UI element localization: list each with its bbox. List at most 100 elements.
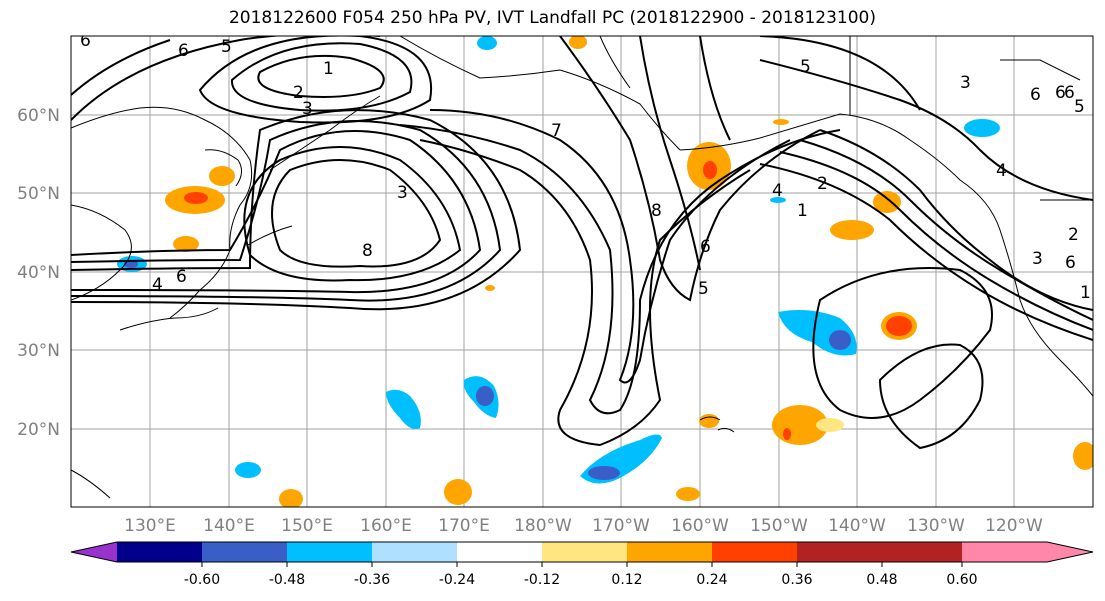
contour-label: 8: [362, 241, 373, 261]
colorbar-tick-label: -0.36: [354, 572, 390, 588]
contour-label: 6: [1065, 253, 1076, 273]
contour-label: 6: [176, 267, 187, 287]
contour-label: 5: [221, 37, 232, 57]
contour-label: 1: [797, 201, 808, 221]
ivt-positive-blob: [699, 414, 719, 428]
colorbar-tick-label: -0.24: [439, 572, 475, 588]
lat-label: 50°N: [17, 184, 60, 204]
ivt-positive-core: [886, 316, 912, 336]
ivt-positive-core: [783, 428, 791, 440]
lon-label: 170°E: [438, 516, 490, 536]
contour-label: 2: [293, 83, 304, 103]
ivt-negative-core: [588, 466, 620, 480]
ivt-positive-blob: [279, 489, 303, 507]
ivt-positive-blob: [569, 36, 587, 49]
lon-label: 170°W: [592, 516, 650, 536]
contour-label: 3: [960, 73, 971, 93]
ivt-negative-blob: [477, 36, 497, 50]
colorbar-segment: [372, 542, 457, 562]
contour-label: 6: [1064, 83, 1075, 103]
lat-label: 40°N: [17, 263, 60, 283]
contour-label: 6: [1030, 85, 1041, 105]
contour-label: 4: [772, 181, 783, 201]
colorbar-tick-label: -0.12: [524, 572, 560, 588]
ivt-shading: [117, 36, 1093, 507]
lon-label: 150°E: [281, 516, 333, 536]
lon-label: 160°W: [671, 516, 729, 536]
colorbar-segment: [797, 542, 882, 562]
lon-labels: 130°E 140°E 150°E 160°E 170°E 180°W 170°…: [124, 516, 1043, 536]
colorbar-segment: [287, 542, 372, 562]
colorbar-segment: [627, 542, 712, 562]
coastlines: [71, 36, 1093, 499]
ivt-positive-blob: [173, 236, 199, 252]
contour-label: 4: [996, 161, 1007, 181]
contour-label: 7: [551, 121, 562, 141]
ivt-positive-blob: [444, 479, 472, 505]
ivt-positive-blob: [873, 191, 901, 213]
map-frame: [70, 35, 1094, 508]
contour-label: 5: [1074, 97, 1085, 117]
lon-label: 140°W: [828, 516, 886, 536]
contour-label: 6: [80, 31, 91, 51]
map-title: 2018122600 F054 250 hPa PV, IVT Landfall…: [228, 8, 876, 28]
colorbar-tick-label: -0.60: [184, 572, 220, 588]
contour-label: 1: [323, 59, 334, 79]
ivt-negative-core: [124, 260, 138, 268]
contour-label: 8: [651, 201, 662, 221]
ivt-negative-blob: [235, 462, 261, 478]
ivt-negative-blob: [770, 197, 786, 203]
contour-label: 6: [1055, 83, 1066, 103]
ivt-positive-blob: [485, 285, 495, 291]
colorbar-tick-label: 0.24: [696, 572, 727, 588]
contour-label: 5: [800, 57, 811, 77]
colorbar-extend-low: [71, 542, 117, 562]
contour-label: 6: [178, 41, 189, 61]
lon-label: 140°E: [203, 516, 255, 536]
lon-label: 120°W: [985, 516, 1043, 536]
ivt-positive-core: [184, 192, 208, 204]
lat-label: 20°N: [17, 420, 60, 440]
colorbar-tick-label: 0.48: [866, 572, 897, 588]
ivt-positive-core: [703, 161, 717, 179]
colorbar-tick-label: 0.60: [946, 572, 977, 588]
lat-label: 60°N: [17, 106, 60, 126]
ivt-negative-blob: [386, 389, 421, 429]
ivt-positive-blob: [209, 166, 235, 186]
colorbar-tick-label: 0.36: [781, 572, 812, 588]
colorbar-segment: [117, 542, 202, 562]
contour-label: 3: [1032, 249, 1043, 269]
lon-label: 150°W: [750, 516, 808, 536]
contour-label: 1: [1080, 283, 1091, 303]
ivt-positive-blob: [676, 487, 700, 501]
colorbar-tick-label: 0.12: [611, 572, 642, 588]
contour-labels: 1 2 3 5 6 6 5 1 2 3 4 5 6 7 8 8 3 4 6 1 …: [80, 31, 1091, 303]
contour-label: 2: [1068, 225, 1079, 245]
colorbar-segment: [457, 542, 542, 562]
lon-label: 130°E: [124, 516, 176, 536]
colorbar-segment: [202, 542, 287, 562]
ivt-positive-blob: [773, 119, 789, 125]
lon-label: 180°W: [514, 516, 572, 536]
pv-contours: [71, 36, 1093, 450]
colorbar-extend-high: [962, 542, 1093, 562]
contour-label: 3: [302, 99, 313, 119]
ivt-positive-blob: [816, 418, 844, 432]
colorbar-segment: [542, 542, 627, 562]
lon-label: 130°W: [907, 516, 965, 536]
ivt-negative-blob: [964, 119, 1000, 137]
contour-label: 4: [152, 275, 163, 295]
lon-label: 160°E: [360, 516, 412, 536]
colorbar-segment: [712, 542, 797, 562]
colorbar: -0.60 -0.48 -0.36 -0.24 -0.12 0.12 0.24 …: [70, 541, 1094, 588]
lat-labels: 60°N 50°N 40°N 30°N 20°N: [17, 106, 60, 440]
colorbar-tick-label: -0.48: [269, 572, 305, 588]
ivt-positive-blob: [830, 220, 874, 240]
contour-label: 2: [817, 174, 828, 194]
contour-label: 6: [700, 237, 711, 257]
contour-label: 5: [698, 279, 709, 299]
contour-label: 3: [397, 183, 408, 203]
lat-label: 30°N: [17, 341, 60, 361]
colorbar-segment: [882, 542, 962, 562]
